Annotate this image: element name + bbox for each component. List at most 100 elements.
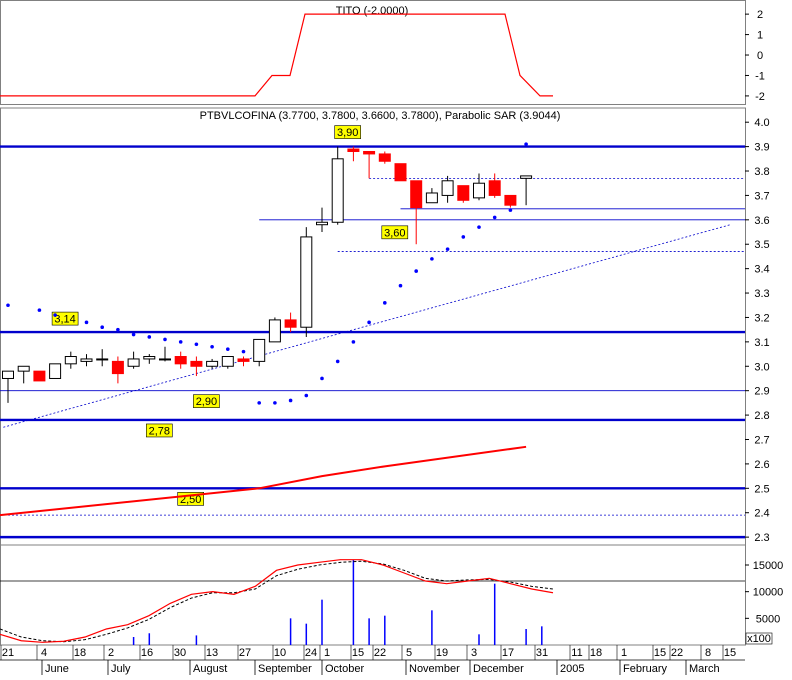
sar-dot	[367, 320, 371, 325]
sar-dot	[524, 142, 528, 146]
x-month-label: November	[409, 663, 460, 675]
sar-dot	[84, 320, 89, 325]
x-month-label: July	[111, 663, 131, 675]
oscillator-slow-line	[0, 560, 554, 643]
x-day-label: 4	[41, 647, 47, 659]
candle-body	[316, 221, 328, 226]
candle-body	[17, 365, 30, 372]
price-y-tick-label: 2.4	[754, 508, 769, 520]
x-day-label: 10	[274, 647, 286, 659]
x-day-label: 22	[671, 647, 683, 659]
level-label: 2,78	[149, 425, 170, 437]
candle-body	[363, 150, 376, 155]
candle-body	[410, 180, 423, 209]
x-day-label: 15	[724, 647, 736, 659]
x-month-label: 2005	[560, 663, 584, 675]
x-day-label: 8	[705, 647, 711, 659]
x-day-label: 2	[108, 647, 114, 659]
price-y-tick-label: 4.0	[754, 117, 769, 129]
sar-dot	[508, 208, 513, 212]
level-label-box	[193, 394, 220, 408]
price-y-tick-label: 3.9	[754, 142, 769, 154]
tito-y-tick-label: 1	[757, 30, 763, 42]
candle-body	[284, 319, 297, 328]
sar-dot	[477, 225, 481, 229]
sar-dot	[241, 349, 246, 354]
price-y-tick-label: 3.6	[754, 215, 769, 227]
x-month-label: December	[473, 663, 524, 675]
moving-average-line	[0, 445, 527, 517]
candle-body	[237, 358, 250, 362]
price-y-tick-label: 3.0	[754, 361, 769, 373]
sar-dot	[194, 342, 199, 347]
candle-body	[190, 360, 203, 367]
x-day-label: 27	[239, 647, 251, 659]
oscillator-fast-line	[0, 559, 554, 643]
x-day-label: 5	[406, 647, 412, 659]
tito-panel-frame	[0, 0, 746, 105]
candle-body	[378, 153, 391, 162]
trendline	[3, 224, 731, 428]
candle-body	[174, 356, 187, 365]
price-y-tick-label: 2.8	[754, 410, 769, 422]
sar-dot	[163, 337, 167, 342]
tito-line	[0, 13, 553, 97]
tito-y-tick-label: 2	[757, 9, 763, 21]
sar-dot	[383, 301, 387, 305]
price-y-tick-label: 3.8	[754, 166, 769, 178]
price-y-tick-label: 2.6	[754, 459, 769, 471]
sar-dot	[226, 347, 230, 351]
sar-dot	[398, 283, 403, 288]
sar-dot	[257, 401, 262, 405]
sar-dot	[414, 269, 419, 273]
sar-dot	[131, 332, 136, 337]
x-day-label: 16	[141, 647, 153, 659]
sar-dot	[288, 398, 293, 403]
candle-body	[504, 194, 517, 206]
x-day-label: 15	[352, 647, 364, 659]
candle-body	[221, 356, 234, 367]
tito-y-tick-label: 0	[757, 50, 763, 62]
sar-dot	[273, 401, 277, 405]
x-day-label: 15	[654, 647, 666, 659]
price-y-tick-label: 2.5	[754, 483, 769, 495]
price-y-tick-label: 3.4	[754, 264, 769, 276]
candle-body	[441, 180, 454, 196]
x-day-label: 1	[621, 647, 627, 659]
level-label-box	[146, 423, 173, 438]
sar-dot	[445, 247, 450, 251]
price-y-tick-label: 3.2	[754, 312, 769, 324]
x-day-label: 18	[74, 647, 86, 659]
candle-body	[268, 319, 281, 343]
x-month-label: February	[623, 663, 668, 675]
x-month-label: August	[193, 663, 227, 675]
price-y-tick-label: 3.3	[754, 288, 769, 300]
level-label: 2,90	[196, 396, 217, 408]
x-day-label: 21	[2, 647, 14, 659]
x-day-label: 13	[206, 647, 218, 659]
candle-body	[253, 338, 266, 362]
x-day-label: 17	[502, 647, 514, 659]
sar-dot	[304, 393, 309, 398]
candle-body	[394, 163, 407, 182]
x-day-label: 3	[471, 647, 477, 659]
sar-dot	[116, 327, 120, 332]
sar-dot	[210, 344, 214, 349]
level-label-box	[334, 125, 362, 139]
candle-body	[127, 358, 140, 367]
candle-body	[96, 358, 109, 361]
candle-body	[473, 182, 485, 199]
sar-dot	[6, 303, 10, 308]
volume-y-tick-label: 15000	[753, 560, 784, 572]
x-month-label: June	[45, 663, 69, 675]
x-day-label: 1	[324, 647, 330, 659]
price-title: PTBVLCOFINA (3.7700, 3.7800, 3.6600, 3.7…	[200, 110, 561, 122]
volume-unit-box	[745, 632, 773, 645]
price-y-tick-label: 2.9	[754, 386, 769, 398]
candle-body	[80, 358, 93, 362]
volume-panel-frame	[0, 544, 746, 646]
candle-body	[111, 360, 124, 375]
x-day-label: 18	[590, 647, 602, 659]
